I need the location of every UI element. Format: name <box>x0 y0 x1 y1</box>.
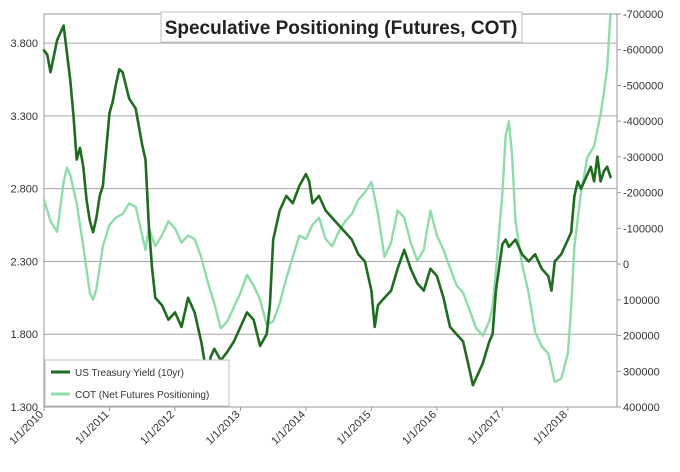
y-right-tick-label: -400000 <box>623 116 663 128</box>
y-left-tick-label: 3.300 <box>10 111 38 123</box>
y-right-tick-label: 100000 <box>623 295 660 307</box>
y-right-tick-label: -700000 <box>623 9 663 21</box>
y-right-tick-label: 200000 <box>623 331 660 343</box>
y-left-tick-label: 3.800 <box>10 38 38 50</box>
y-left-tick-label: 2.800 <box>10 184 38 196</box>
legend: US Treasury Yield (10yr) COT (Net Future… <box>44 359 230 407</box>
y-right-tick-label: -600000 <box>623 45 663 57</box>
y-left-tick-label: 1.800 <box>10 329 38 341</box>
series-line-treasury-yield <box>42 24 612 387</box>
series-layer <box>42 12 612 387</box>
legend-label-yield: US Treasury Yield (10yr) <box>75 368 184 379</box>
legend-box <box>44 359 230 407</box>
y-right-tick-label: -500000 <box>623 80 663 92</box>
y-right-tick-label: -100000 <box>623 223 663 235</box>
grid <box>44 42 617 335</box>
y-right-tick-label: -200000 <box>623 188 663 200</box>
y-right-tick-label: -300000 <box>623 152 663 164</box>
chart-title: Speculative Positioning (Futures, COT) <box>165 18 518 39</box>
series-line-cot <box>42 12 612 384</box>
y-right-tick-label: 300000 <box>623 366 660 378</box>
y-left-tick-label: 1.300 <box>10 402 38 414</box>
left-axis: 1.300 1.800 2.300 2.800 3.300 3.800 <box>10 38 38 414</box>
y-right-tick-label: 0 <box>623 259 629 271</box>
right-axis: -700000 -600000 -500000 -400000 -300000 -2000… <box>617 9 663 414</box>
y-right-tick-label: 400000 <box>623 402 660 414</box>
legend-label-cot: COT (Net Futures Positioning) <box>75 390 209 401</box>
y-left-tick-label: 2.300 <box>10 256 38 268</box>
chart-title-box: Speculative Positioning (Futures, COT) <box>160 11 523 43</box>
